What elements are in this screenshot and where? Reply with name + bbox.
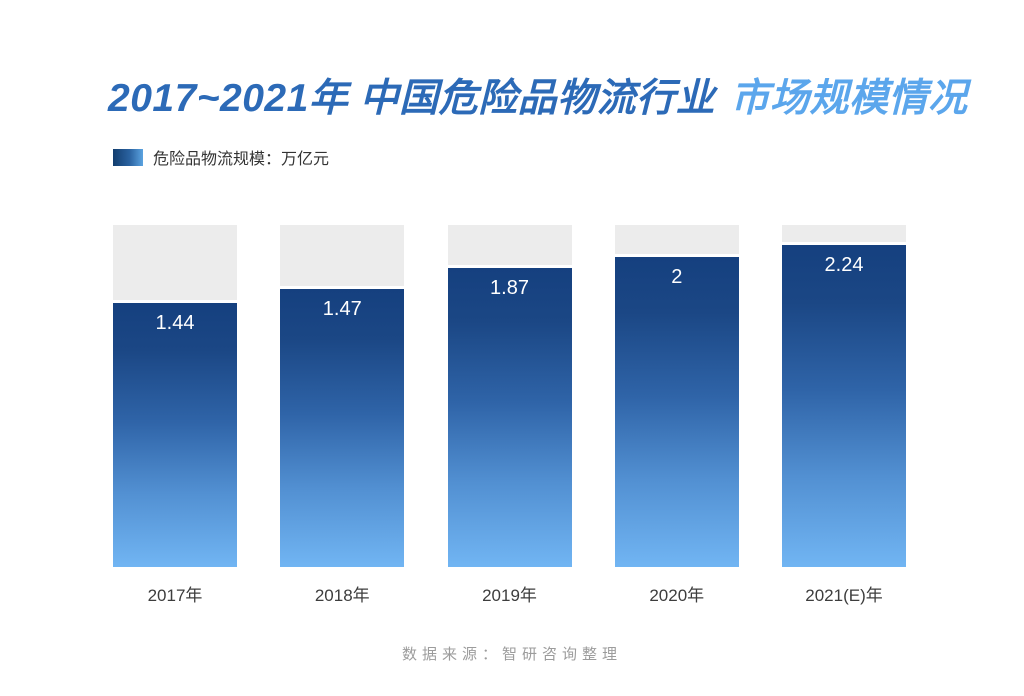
data-source: 数据来源：智研咨询整理 — [401, 646, 622, 663]
x-axis-label: 2018年 — [314, 586, 370, 605]
legend-label: 危险品物流规模：万亿元 — [153, 151, 330, 168]
x-axis-label: 2021(E)年 — [805, 586, 883, 605]
bar-column: 1.47 2018年 — [280, 225, 405, 606]
bar-track-remainder — [782, 225, 906, 242]
bar-value-label: 1.47 — [322, 297, 362, 320]
x-axis-label: 2017年 — [147, 586, 203, 605]
legend-swatch — [113, 148, 143, 166]
bar-track: 1.87 — [447, 225, 572, 567]
x-axis-label: 2019年 — [482, 586, 537, 605]
bar: 1.87 — [447, 268, 572, 567]
bar-track: 2 — [614, 225, 739, 567]
bar: 2.24 — [782, 244, 906, 567]
title-main: 2017~2021年 中国危险品物流行业 — [108, 77, 716, 120]
bar-column: 2.24 2021(E)年 — [782, 225, 906, 606]
bar-column: 1.87 2019年 — [447, 225, 572, 606]
bar-track-remainder — [447, 225, 572, 266]
bar-value-label: 2.24 — [824, 253, 864, 276]
page-title: 2017~2021年 中国危险品物流行业 市场规模情况 — [108, 76, 968, 122]
bar: 1.44 — [113, 302, 237, 567]
bar: 2 — [614, 257, 739, 567]
bar: 1.47 — [280, 288, 405, 567]
bar-track-remainder — [113, 225, 237, 300]
bar-track: 1.44 — [113, 225, 237, 567]
bar-chart: 1.44 2017年 1.47 2018年 1.87 2019年 2 2020年 2.24 202… — [113, 225, 906, 606]
bar-track-remainder — [614, 225, 739, 255]
bar-column: 1.44 2017年 — [113, 225, 237, 606]
bar-column: 2 2020年 — [614, 225, 739, 606]
x-axis-label: 2020年 — [649, 586, 705, 605]
bar-value-label: 2 — [671, 266, 683, 289]
legend: 危险品物流规模：万亿元 — [113, 145, 329, 169]
bar-value-label: 1.87 — [490, 277, 529, 300]
bar-track-remainder — [280, 225, 405, 286]
bar-track: 2.24 — [782, 225, 906, 567]
title-accent: 市场规模情况 — [730, 77, 968, 120]
bar-value-label: 1.44 — [155, 311, 195, 334]
bar-track: 1.47 — [280, 225, 405, 567]
